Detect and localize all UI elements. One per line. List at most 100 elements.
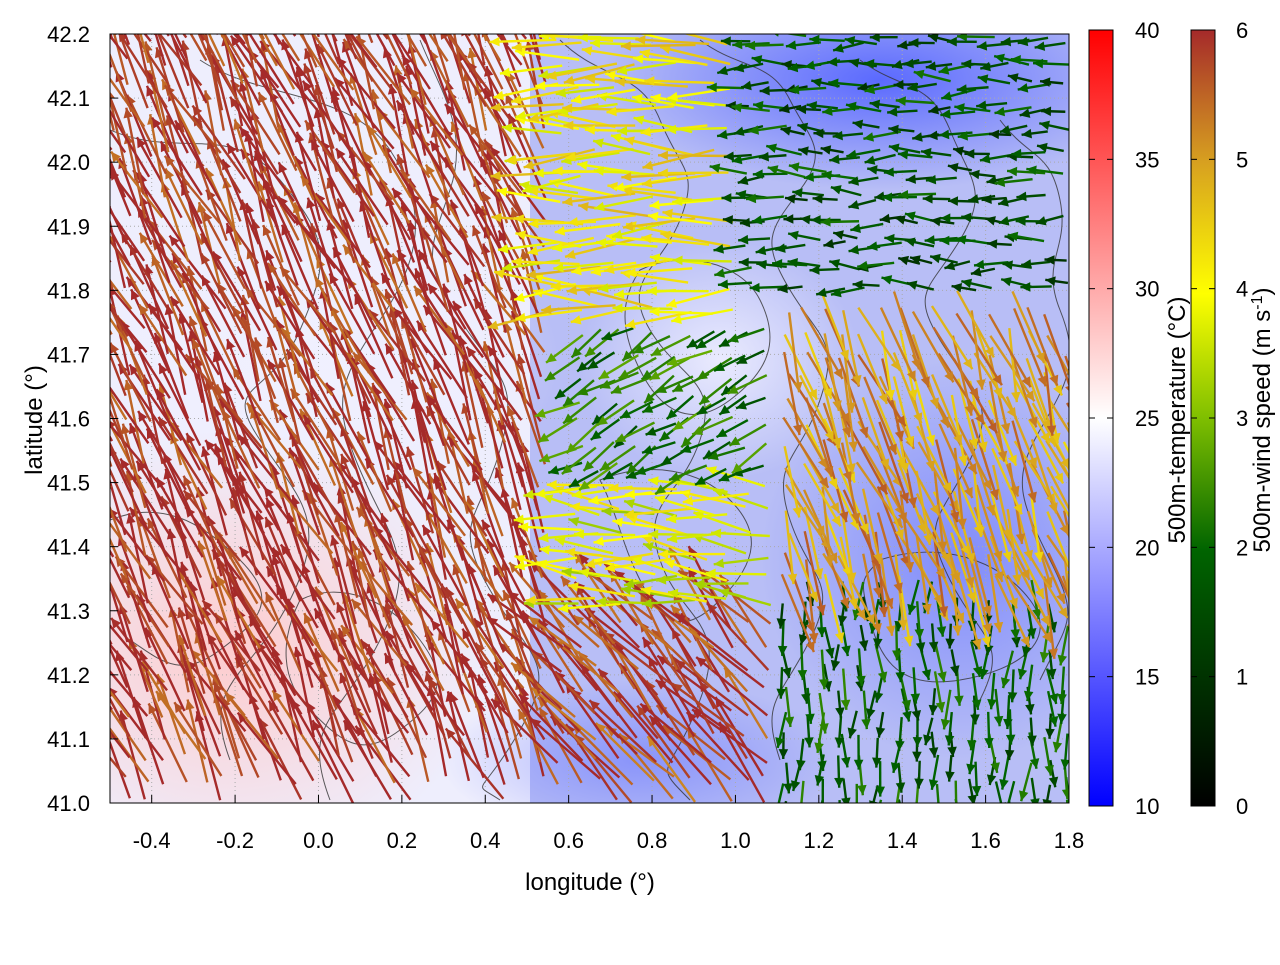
wind-arrow-shaft (658, 173, 729, 174)
wind-arrow-shaft (658, 155, 733, 156)
wind-arrow-head (201, 23, 210, 34)
wind-arrow-head (100, 510, 110, 521)
wind-arrow-shaft (1009, 801, 1011, 832)
wind-arrow-head (98, 713, 108, 724)
wind-arrow-head (836, 822, 846, 832)
wind-arrow-head (1074, 581, 1083, 592)
wind-arrow-head (1065, 802, 1074, 812)
wind-arrow-head (90, 365, 99, 376)
wind-arrow-head (84, 257, 93, 268)
wind-arrow-head (95, 471, 104, 482)
wind-arrow-head (911, 808, 921, 818)
wind-arrow-head (80, 241, 90, 252)
wind-arrow-shaft (780, 801, 786, 827)
wind-arrow-head (117, 9, 127, 20)
wind-arrow-head (869, 826, 878, 837)
wind-arrow-head (71, 562, 80, 573)
wind-arrow-head (441, 15, 450, 26)
wind-arrow-shaft (547, 485, 614, 486)
wind-arrow-head (98, 712, 107, 723)
wind-arrow-head (98, 446, 107, 457)
wind-arrow-head (88, 515, 97, 526)
wind-arrow-head (1078, 395, 1087, 406)
wind-arrow-head (54, 638, 64, 649)
wind-arrow (1037, 803, 1047, 844)
wind-arrow-head (852, 813, 862, 823)
wind-arrow-shaft (956, 799, 963, 835)
wind-arrow-head (96, 368, 106, 379)
wind-arrow-head (773, 808, 782, 819)
wind-arrow-head (165, 21, 174, 32)
wind-arrow-head (216, 24, 225, 35)
wind-arrow-head (288, 15, 297, 26)
wind-arrow-head (70, 258, 79, 269)
wind-arrow-head (796, 811, 806, 821)
wind-arrow-head (1003, 805, 1012, 816)
wind-arrow-head (88, 646, 98, 657)
wind-arrow-head (934, 812, 944, 822)
wind-arrow-shaft (840, 800, 841, 832)
wind-arrow (1006, 801, 1016, 832)
wind-arrow-head (303, 20, 313, 31)
wind-arrow-head (83, 383, 92, 394)
wind-arrow-head (899, 818, 908, 829)
wind-arrow-head (99, 554, 108, 565)
wind-arrow-head (211, 6, 220, 17)
wind-arrow-head (517, 0, 526, 5)
wind-arrow-shaft (817, 800, 823, 829)
wind-arrow-shaft (956, 781, 957, 821)
wind-arrow-head (952, 811, 962, 821)
wind-arrow-head (86, 184, 95, 195)
wind-arrow (836, 800, 846, 832)
wind-arrow-head (79, 650, 89, 661)
wind-arrow-head (91, 46, 100, 57)
wind-arrow-head (1080, 538, 1089, 549)
wind-arrow-head (255, 14, 264, 25)
wind-arrow-head (421, 0, 430, 9)
wind-arrow-head (236, 0, 245, 2)
wind-arrow-head (100, 31, 109, 42)
wind-arrow (778, 801, 787, 827)
wind-arrow-head (446, 4, 455, 15)
wind-arrow-head (220, 17, 230, 28)
wind-arrow-head (69, 708, 79, 719)
wind-arrow-head (78, 267, 87, 278)
wind-arrow-head (337, 17, 347, 28)
wind-arrow-head (1030, 798, 1039, 808)
wind-arrow-head (891, 810, 900, 821)
wind-arrow-head (463, 11, 472, 22)
wind-arrow-head (188, 0, 197, 1)
wind-arrow-head (331, 2, 340, 13)
wind-arrow-head (308, 24, 317, 35)
wind-arrow-head (92, 500, 101, 511)
wind-arrow-head (1006, 822, 1016, 832)
wind-arrow-head (1074, 525, 1083, 536)
wind-arrow-head (354, 23, 363, 34)
wind-arrow-head (326, 17, 335, 28)
wind-arrow-head (90, 112, 99, 123)
wind-arrow-shaft (1041, 803, 1045, 844)
wind-arrow-head (89, 603, 98, 614)
wind-arrow-head (380, 12, 389, 23)
wind-arrow-head (778, 816, 787, 827)
wind-arrow (869, 800, 881, 837)
wind-arrow-head (1078, 495, 1087, 506)
wind-arrow-head (94, 57, 104, 68)
wind-arrow-head (373, 5, 382, 16)
wind-arrow-head (1043, 799, 1052, 810)
wind-arrow-shaft (899, 800, 907, 829)
wind-arrow-head (86, 258, 96, 269)
wind-arrow-head (1037, 833, 1047, 843)
wind-arrow-head (159, 0, 168, 10)
wind-arrow (814, 800, 823, 829)
wind-arrow-shaft (87, 204, 113, 289)
wind-arrow-head (416, 17, 425, 28)
wind-arrow-head (144, 15, 154, 26)
wind-arrow-head (403, 22, 412, 33)
wind-arrow-head (510, 22, 519, 33)
wind-arrow-head (91, 429, 100, 440)
wind-arrow-head (236, 0, 245, 10)
wind-arrow-head (199, 0, 208, 2)
wind-arrow-head (956, 824, 965, 835)
